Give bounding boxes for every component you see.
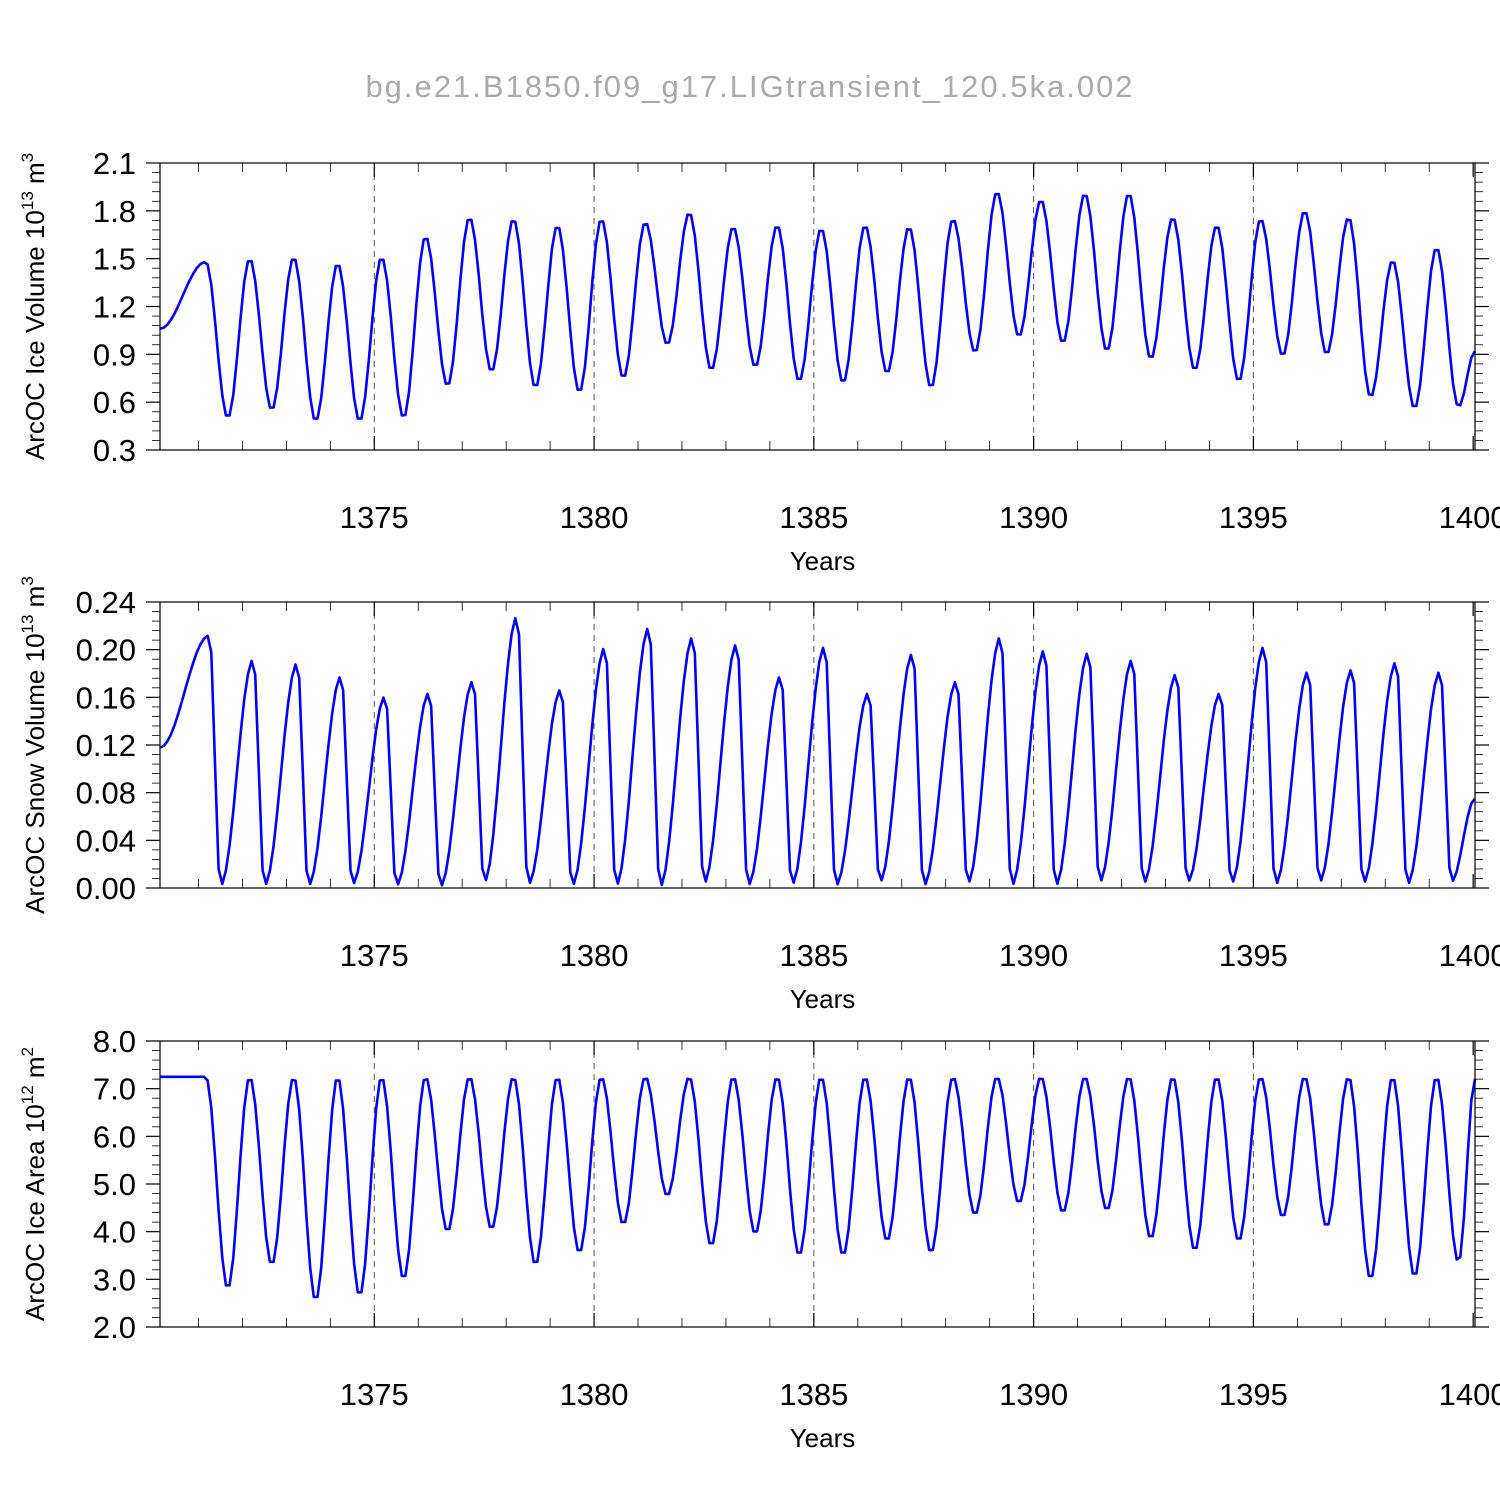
y-axis-title-part: m [20,586,50,615]
y-axis-title-part: ArcOC Ice Volume 10 [20,210,50,460]
y-axis-title: ArcOC Ice Area 1012 m2 [18,1047,50,1321]
y-tick-label: 2.0 [93,1310,136,1345]
y-tick-label: 0.3 [93,433,136,468]
y-tick-label: 4.0 [93,1215,136,1250]
y-tick-label: 7.0 [93,1072,136,1107]
y-tick-label: 0.9 [93,337,136,372]
y-axis-title-exponent: 13 [18,191,37,210]
panel-ice-area: 2.0 3.0 4.0 5.0 6.0 7.0 8.0 1375 1380 1385 1390 139… [18,1024,1500,1453]
x-tick-label: 1400 [1439,1377,1500,1412]
x-axis-title: Years [790,546,856,576]
y-tick-label: 0.00 [76,871,136,906]
x-tick-label: 1380 [560,1377,629,1412]
y-axis-title-part: ArcOC Ice Area 10 [20,1104,50,1321]
x-tick-label: 1385 [779,938,848,973]
x-tick-label: 1400 [1439,938,1500,973]
x-tick-label: 1375 [340,500,409,535]
x-tick-label: 1390 [999,938,1068,973]
x-tick-label: 1385 [779,500,848,535]
panel-ice-volume: 0.3 0.6 0.9 1.2 1.5 1.8 2.1 1375 1380 1385 1390 139… [18,146,1500,576]
x-tick-label: 1375 [340,938,409,973]
y-tick-label: 1.5 [93,242,136,277]
x-tick-label: 1380 [560,938,629,973]
y-tick-label: 0.16 [76,680,136,715]
y-tick-label: 3.0 [93,1262,136,1297]
y-tick-label: 0.6 [93,385,136,420]
x-tick-label: 1385 [779,1377,848,1412]
y-tick-label: 0.20 [76,633,136,668]
y-tick-label: 0.04 [76,823,136,858]
series-line [159,192,1477,420]
y-tick-label: 6.0 [93,1119,136,1154]
y-tick-label: 2.1 [93,146,136,181]
x-tick-label: 1395 [1219,938,1288,973]
plot-frame [159,601,1476,889]
y-tick-label: 5.0 [93,1167,136,1202]
x-tick-label: 1380 [560,500,629,535]
y-tick-label: 1.2 [93,290,136,325]
x-tick-label: 1400 [1439,500,1500,535]
y-axis-title: ArcOC Snow Volume 1013 m3 [18,576,50,914]
y-tick-label: 0.12 [76,728,136,763]
x-tick-label: 1395 [1219,1377,1288,1412]
chart-title: bg.e21.B1850.f09_g17.LIGtransient_120.5k… [365,69,1134,104]
x-tick-label: 1390 [999,1377,1068,1412]
y-axis-title-part: m [20,1056,50,1085]
y-axis-title-exponent: 13 [18,615,37,634]
x-tick-label: 1395 [1219,500,1288,535]
y-tick-label: 8.0 [93,1024,136,1059]
y-axis-title-exponent: 3 [18,153,37,162]
y-tick-label: 1.8 [93,194,136,229]
y-axis-title-exponent: 2 [18,1047,37,1056]
y-axis-title-exponent: 3 [18,576,37,585]
y-axis-title: ArcOC Ice Volume 1013 m3 [18,153,50,460]
y-axis-title-exponent: 12 [18,1085,37,1104]
plot-frame [159,162,1476,451]
x-tick-label: 1390 [999,500,1068,535]
panels: 0.3 0.6 0.9 1.2 1.5 1.8 2.1 1375 1380 1385 1390 139… [18,146,1500,1453]
y-tick-label: 0.08 [76,776,136,811]
panel-snow-volume: 0.00 0.04 0.08 0.12 0.16 0.20 0.24 1375 1380 1385… [18,576,1500,1014]
series-line [160,1075,1477,1299]
x-axis-title: Years [790,1423,856,1453]
plot-frame [159,1040,1476,1328]
y-tick-label: 0.24 [76,585,136,620]
y-axis-title-part: m [20,162,50,191]
series-line [159,617,1477,887]
x-tick-label: 1375 [340,1377,409,1412]
y-axis-title-part: ArcOC Snow Volume 10 [20,633,50,913]
x-axis-title: Years [790,984,856,1014]
